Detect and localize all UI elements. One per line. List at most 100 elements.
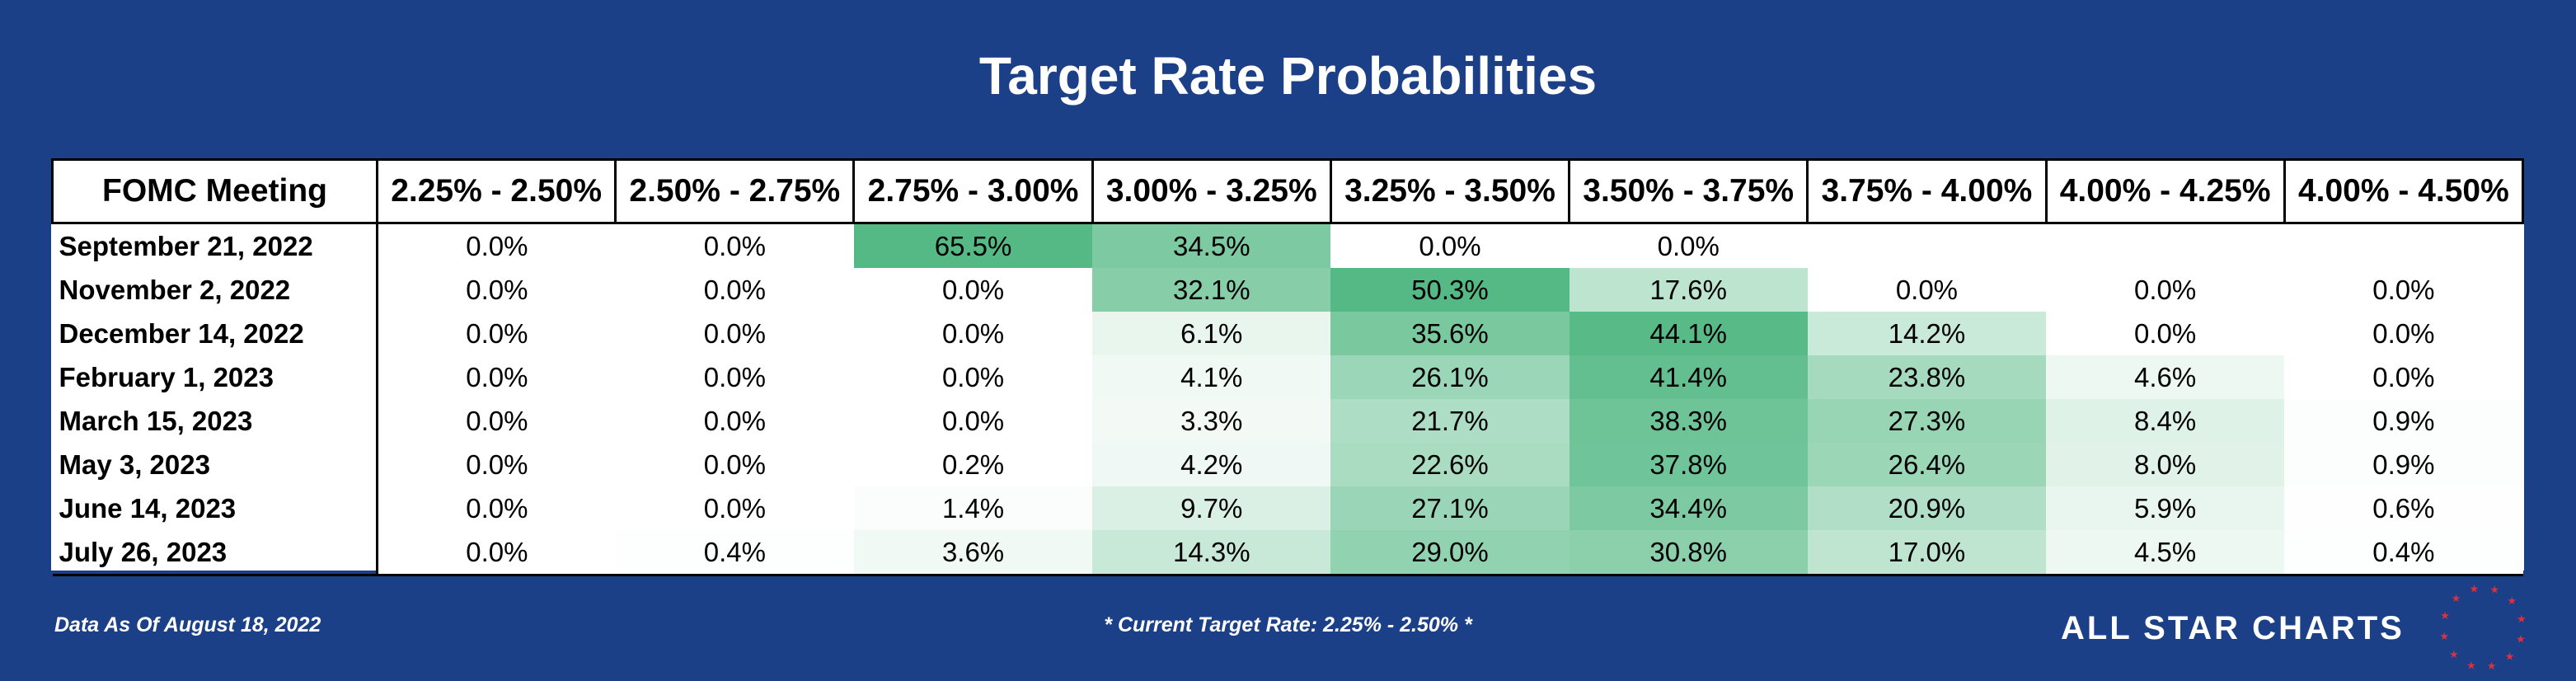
chart-title: Target Rate Probabilities <box>978 46 1598 106</box>
probability-cell: 26.1% <box>1330 355 1570 399</box>
probability-cell: 4.6% <box>2046 355 2285 399</box>
probability-cell: 0.2% <box>853 443 1093 486</box>
probability-cell: 35.6% <box>1330 312 1570 355</box>
probability-cell: 9.7% <box>1092 486 1331 530</box>
probability-cell: 4.1% <box>1092 355 1331 399</box>
probability-table: FOMC Meeting 2.25% - 2.50% 2.50% - 2.75% 2… <box>51 158 2525 576</box>
probability-cell: 34.4% <box>1569 486 1808 530</box>
star-icon: ★ <box>2489 584 2499 596</box>
probability-cell <box>2046 223 2285 268</box>
data-as-of: Data As Of August 18, 2022 <box>54 613 321 636</box>
probability-cell: 8.0% <box>2046 443 2285 486</box>
table-row: July 26, 2023 0.0% 0.4% 3.6% 14.3% 29.0% 30.8%… <box>52 530 2523 576</box>
probability-cell: 3.3% <box>1092 399 1331 443</box>
table-row: September 21, 2022 0.0% 0.0% 65.5% 34.5% 0.0%… <box>52 223 2523 268</box>
probability-cell: 1.4% <box>853 486 1093 530</box>
probability-cell: 17.6% <box>1569 268 1808 312</box>
table-row: May 3, 2023 0.0% 0.0% 0.2% 4.2% 22.6% 37.8% 26.… <box>52 443 2523 486</box>
probability-cell: 50.3% <box>1330 268 1570 312</box>
star-icon: ★ <box>2516 633 2526 646</box>
probability-cell: 26.4% <box>1807 443 2047 486</box>
probability-cell: 0.0% <box>377 312 616 355</box>
probability-cell: 0.0% <box>377 399 616 443</box>
probability-cell: 14.3% <box>1092 530 1331 576</box>
probability-cell: 0.0% <box>2284 355 2523 399</box>
probability-cell: 0.0% <box>615 268 854 312</box>
probability-cell: 0.0% <box>2284 312 2523 355</box>
header-rate-range: 3.00% - 3.25% <box>1091 158 1332 224</box>
probability-cell: 0.4% <box>615 530 854 576</box>
probability-cell: 0.0% <box>2046 268 2285 312</box>
star-icon: ★ <box>2440 630 2449 642</box>
probability-cell: 0.0% <box>377 268 616 312</box>
probability-cell: 0.6% <box>2284 486 2523 530</box>
probability-cell: 0.9% <box>2284 443 2523 486</box>
meeting-date: March 15, 2023 <box>52 399 378 443</box>
header-fomc-meeting: FOMC Meeting <box>51 158 378 224</box>
star-icon: ★ <box>2507 594 2517 607</box>
table-row: June 14, 2023 0.0% 0.0% 1.4% 9.7% 27.1% 34.4% 2… <box>52 486 2523 530</box>
probability-cell: 0.0% <box>377 486 616 530</box>
star-icon: ★ <box>2452 592 2461 604</box>
probability-cell: 27.1% <box>1330 486 1570 530</box>
probability-cell: 17.0% <box>1807 530 2047 576</box>
header-row: FOMC Meeting 2.25% - 2.50% 2.50% - 2.75% 2… <box>51 158 2525 224</box>
probability-cell: 0.0% <box>615 486 854 530</box>
probability-cell: 6.1% <box>1092 312 1331 355</box>
probability-cell: 32.1% <box>1092 268 1331 312</box>
probability-cell <box>2284 223 2523 268</box>
header-rate-range: 3.50% - 3.75% <box>1568 158 1809 224</box>
probability-cell: 0.4% <box>2284 530 2523 576</box>
probability-cell: 20.9% <box>1807 486 2047 530</box>
probability-cell: 65.5% <box>853 223 1093 268</box>
probability-cell: 0.0% <box>615 312 854 355</box>
probability-cell: 0.0% <box>377 223 616 268</box>
star-icon: ★ <box>2470 583 2480 595</box>
meeting-date: September 21, 2022 <box>52 223 378 268</box>
star-icon: ★ <box>2449 648 2459 660</box>
probability-cell: 29.0% <box>1330 530 1570 576</box>
probability-cell: 34.5% <box>1092 223 1331 268</box>
probability-cell <box>1807 223 2047 268</box>
brand-logo-text: ALL STAR CHARTS <box>2061 610 2405 646</box>
meeting-date: June 14, 2023 <box>52 486 378 530</box>
meeting-date: November 2, 2022 <box>52 268 378 312</box>
probability-cell: 3.6% <box>853 530 1093 576</box>
probability-cell: 0.0% <box>1569 223 1808 268</box>
probability-cell: 0.0% <box>615 355 854 399</box>
star-icon: ★ <box>2505 650 2515 663</box>
probability-cell: 0.0% <box>853 399 1093 443</box>
table-row: February 1, 2023 0.0% 0.0% 0.0% 4.1% 26.1% 41.… <box>52 355 2523 399</box>
table-row: December 14, 2022 0.0% 0.0% 0.0% 6.1% 35.6% 44… <box>52 312 2523 355</box>
probability-cell: 0.0% <box>615 399 854 443</box>
probability-cell: 5.9% <box>2046 486 2285 530</box>
header-rate-range: 4.00% - 4.50% <box>2283 158 2525 224</box>
probability-cell: 21.7% <box>1330 399 1570 443</box>
probability-cell: 0.0% <box>853 268 1093 312</box>
header-rate-range: 2.75% - 3.00% <box>852 158 1094 224</box>
header-rate-range: 2.50% - 2.75% <box>614 158 856 224</box>
probability-cell: 0.0% <box>377 443 616 486</box>
star-ring-icon: ★★★★★★★★★★★★ <box>2440 583 2527 673</box>
star-icon: ★ <box>2517 613 2527 625</box>
probability-cell: 22.6% <box>1330 443 1570 486</box>
probability-cell: 0.0% <box>615 443 854 486</box>
probability-cell: 41.4% <box>1569 355 1808 399</box>
meeting-date: May 3, 2023 <box>52 443 378 486</box>
probability-cell: 0.0% <box>377 355 616 399</box>
meeting-date: February 1, 2023 <box>52 355 378 399</box>
star-icon: ★ <box>2487 660 2497 672</box>
star-icon: ★ <box>2440 609 2450 622</box>
table-row: March 15, 2023 0.0% 0.0% 0.0% 3.3% 21.7% 38.3%… <box>52 399 2523 443</box>
probability-cell: 37.8% <box>1569 443 1808 486</box>
table-row: November 2, 2022 0.0% 0.0% 0.0% 32.1% 50.3% 17… <box>52 268 2523 312</box>
probability-cell: 0.0% <box>615 223 854 268</box>
probability-cell: 0.0% <box>377 530 616 576</box>
probability-cell: 23.8% <box>1807 355 2047 399</box>
probability-cell: 0.0% <box>1807 268 2047 312</box>
probability-cell: 38.3% <box>1569 399 1808 443</box>
probability-cell: 8.4% <box>2046 399 2285 443</box>
star-icon: ★ <box>2466 659 2476 671</box>
probability-cell: 0.9% <box>2284 399 2523 443</box>
header-rate-range: 3.75% - 4.00% <box>1806 158 2048 224</box>
